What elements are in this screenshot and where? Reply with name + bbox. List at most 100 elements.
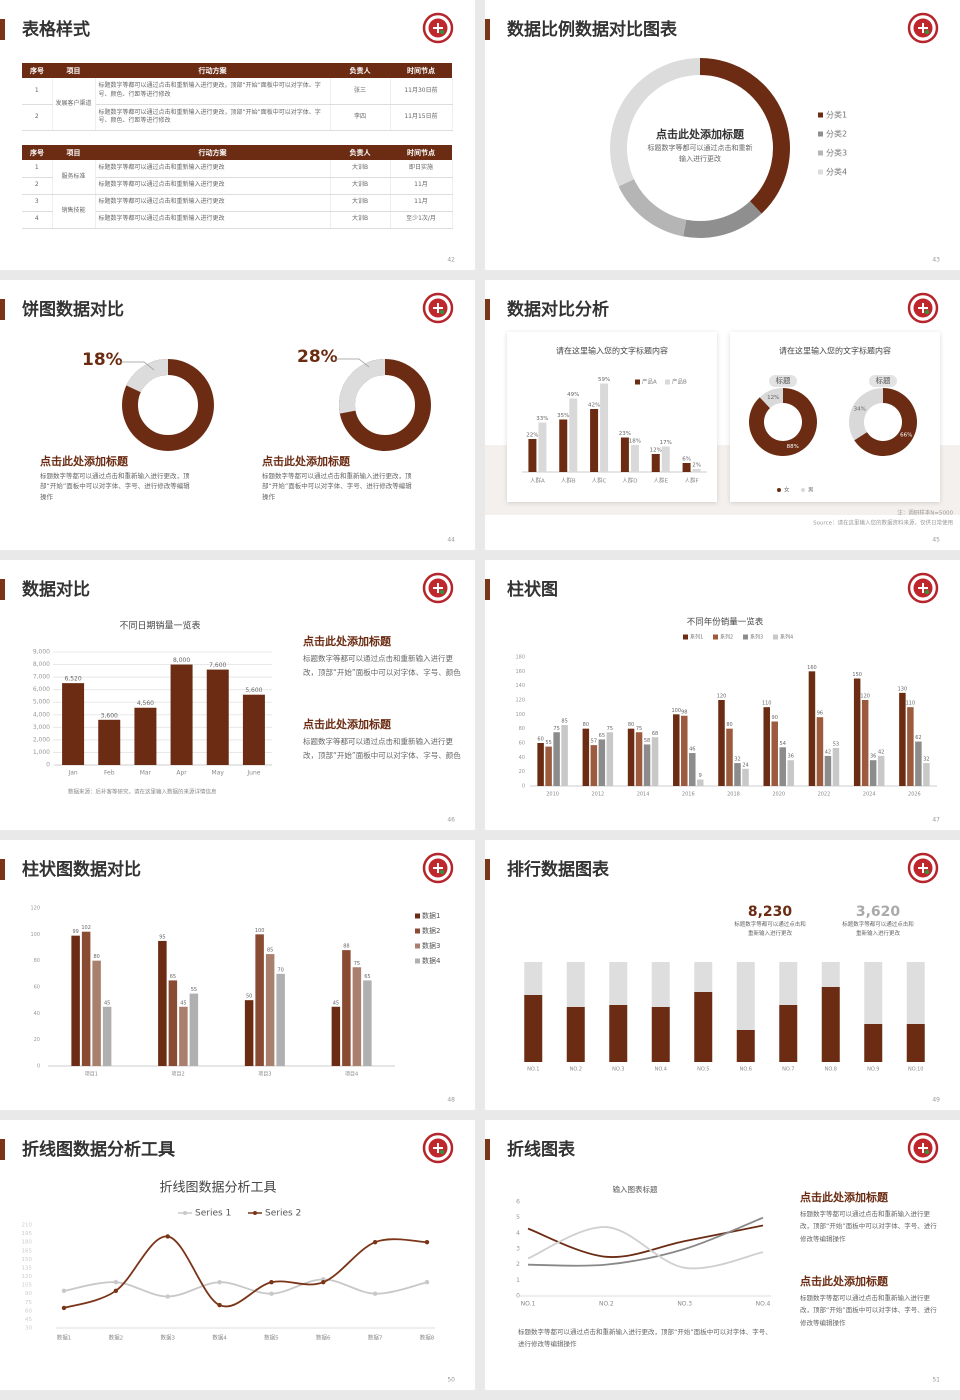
cell: 11月 bbox=[390, 194, 453, 212]
bar bbox=[606, 732, 614, 786]
x-tick-label: NO.1 bbox=[527, 1067, 539, 1073]
value-label: 100 bbox=[255, 928, 265, 934]
bar bbox=[561, 725, 568, 786]
legend-swatch bbox=[818, 112, 823, 118]
chart-title: 输入图表标题 bbox=[613, 1184, 658, 1194]
x-tick-label: 2010 bbox=[546, 792, 559, 798]
x-tick-label: 2026 bbox=[908, 792, 921, 798]
bar bbox=[853, 678, 861, 786]
value-label: 98 bbox=[681, 709, 687, 715]
point bbox=[217, 1302, 222, 1308]
page-number: 44 bbox=[447, 537, 455, 544]
slide-canvas: 饼图数据对比 44 18% 点击此处添加标题 28% 点击此处添加标题 bbox=[0, 292, 455, 544]
x-tick-label: 人群C bbox=[592, 477, 607, 485]
donut-segment bbox=[126, 359, 168, 393]
bar-segment bbox=[821, 987, 840, 1062]
slide: 表格样式 42 序号 项目 行动方案 负责人 时间节点 1 发展客户渠道 标题数字等都可以通过点击… bbox=[0, 0, 475, 270]
y-tick-label: 5,000 bbox=[33, 699, 50, 706]
legend-label: 数据3 bbox=[422, 941, 440, 950]
bar bbox=[877, 755, 885, 786]
group-cell: 服务标准 bbox=[52, 160, 96, 195]
slide: 数据对比分析 45 请在这里输入您的文字标题内容 产品A 产品B 人群A 22% 33% 人群B… bbox=[485, 280, 960, 550]
value-label: 45 bbox=[180, 1000, 186, 1006]
bar bbox=[553, 732, 560, 786]
x-tick-label: 人群E bbox=[654, 477, 669, 485]
percent-label: 28% bbox=[297, 347, 338, 367]
point bbox=[113, 1280, 119, 1285]
point bbox=[217, 1280, 222, 1285]
cell: 张三 bbox=[330, 78, 391, 105]
logo-leaf bbox=[924, 869, 930, 875]
value-label: 12% bbox=[767, 395, 779, 401]
line bbox=[527, 1216, 764, 1267]
legend-swatch bbox=[773, 634, 778, 640]
logo-leaf bbox=[439, 309, 445, 315]
y-tick-label: 3 bbox=[516, 1246, 520, 1253]
bar bbox=[824, 755, 832, 786]
value-label: 70 bbox=[277, 967, 283, 973]
y-tick-label: 3,000 bbox=[33, 724, 50, 731]
logo bbox=[907, 12, 939, 44]
value-label: 90 bbox=[772, 715, 778, 721]
logo-mark bbox=[918, 303, 928, 313]
line bbox=[63, 1235, 428, 1309]
value-label: 65 bbox=[170, 974, 176, 980]
page-number: 46 bbox=[447, 817, 455, 824]
table-row: 1 服务标准 标题数字等都可以通过点击和重新输入进行更改 大训B 即日实施 bbox=[22, 160, 453, 195]
y-tick-label: 1,000 bbox=[33, 749, 50, 756]
value-label: 6% bbox=[682, 457, 691, 463]
y-tick-label: 100 bbox=[30, 932, 40, 938]
logo-mark bbox=[918, 863, 928, 873]
value-label: 55 bbox=[545, 740, 551, 746]
value-label: 85 bbox=[561, 719, 567, 725]
legend-swatch bbox=[683, 634, 688, 640]
x-tick-label: NO.9 bbox=[867, 1067, 879, 1073]
y-tick-label: 9,000 bbox=[33, 649, 50, 656]
bar bbox=[682, 463, 691, 472]
pill bbox=[769, 375, 797, 387]
cell: 即日实施 bbox=[390, 160, 453, 178]
logo bbox=[907, 572, 939, 604]
logo bbox=[422, 292, 454, 324]
bar bbox=[816, 717, 824, 786]
bar bbox=[265, 954, 275, 1066]
leader-line bbox=[120, 361, 155, 371]
y-tick-label: 7,000 bbox=[33, 674, 50, 681]
x-tick-label: 人群D bbox=[622, 477, 637, 485]
x-tick-label: 数据7 bbox=[368, 1334, 383, 1342]
bar bbox=[808, 671, 816, 786]
y-tick-label: 210 bbox=[22, 1223, 33, 1229]
heading: 点击此处添加标题 bbox=[656, 127, 745, 141]
bar bbox=[630, 445, 639, 472]
value-label: 75 bbox=[553, 726, 559, 732]
bar bbox=[528, 439, 537, 472]
logo-mark bbox=[918, 1143, 928, 1153]
y-tick-label: 0 bbox=[522, 784, 525, 790]
x-tick-label: 数据1 bbox=[57, 1334, 72, 1342]
bar-segment bbox=[694, 962, 713, 992]
bar bbox=[692, 469, 701, 472]
logo-mark bbox=[433, 1143, 443, 1153]
cell: 11月30日前 bbox=[390, 78, 453, 105]
title-bar bbox=[0, 1139, 5, 1160]
donut-segment bbox=[700, 58, 790, 214]
x-tick-label: NO.3 bbox=[677, 1301, 692, 1308]
logo-leaf bbox=[924, 1149, 930, 1155]
value-label: 36 bbox=[870, 754, 876, 760]
header-cell: 序号 bbox=[22, 145, 52, 160]
logo-leaf bbox=[439, 589, 445, 595]
y-tick-label: 2 bbox=[516, 1261, 520, 1268]
cell: 3 bbox=[22, 194, 53, 212]
paragraph: 标题数字等都可以通过点击和重新输入进行更改 bbox=[647, 144, 753, 164]
bar bbox=[651, 737, 659, 786]
x-tick-label: 数据3 bbox=[160, 1334, 175, 1342]
y-tick-label: 195 bbox=[22, 1231, 33, 1237]
slide: 柱状图数据对比 48 0 20 40 60 80 100 120 项目1 99 102 80 45 项目2 9… bbox=[0, 840, 475, 1110]
value-label: 42 bbox=[825, 749, 831, 755]
x-tick-label: Jan bbox=[67, 770, 77, 777]
y-tick-label: 60 bbox=[34, 985, 40, 991]
logo bbox=[422, 1132, 454, 1164]
title-bar bbox=[0, 299, 5, 320]
logo-leaf bbox=[924, 309, 930, 315]
